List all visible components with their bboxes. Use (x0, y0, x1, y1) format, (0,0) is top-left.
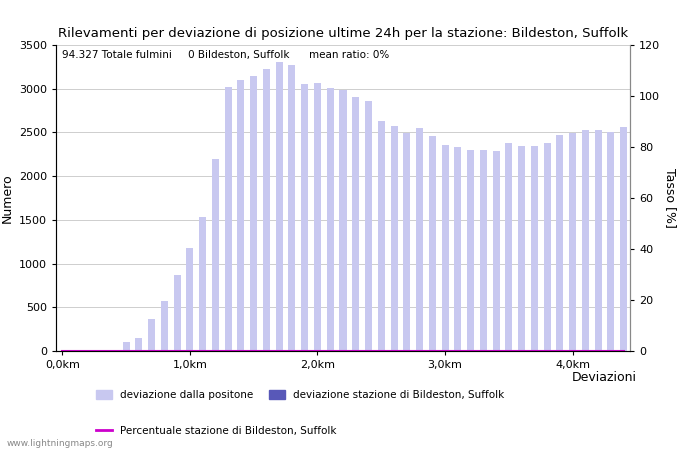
Bar (620, 127, 627, 351)
Bar (340, 90, 346, 351)
Bar (518, 145, 525, 351)
Bar (161, 301, 168, 351)
Bar (594, 130, 601, 351)
Bar (288, 65, 295, 351)
Bar (403, 133, 410, 351)
Bar (544, 143, 551, 351)
Legend: deviazione dalla positone, deviazione stazione di Bildeston, Suffolk: deviazione dalla positone, deviazione st… (96, 390, 504, 400)
Text: www.lightningmaps.org: www.lightningmaps.org (7, 439, 113, 448)
Text: 94.327 Totale fulmini     0 Bildeston, Suffolk      mean ratio: 0%: 94.327 Totale fulmini 0 Bildeston, Suffo… (62, 50, 389, 59)
Bar (352, 98, 359, 351)
Bar (225, 87, 232, 351)
Bar (314, 83, 321, 351)
Bar (416, 128, 423, 351)
Bar (505, 143, 512, 351)
Bar (608, 131, 615, 351)
Bar (480, 150, 486, 351)
Bar (174, 275, 181, 351)
Bar (148, 319, 155, 351)
Y-axis label: Numero: Numero (0, 173, 13, 223)
Bar (582, 130, 589, 351)
Bar (199, 217, 206, 351)
Bar (378, 121, 385, 351)
Bar (454, 147, 461, 351)
Bar (186, 248, 193, 351)
Bar (301, 84, 308, 351)
Bar (493, 151, 500, 351)
Bar (429, 136, 436, 351)
Bar (212, 159, 219, 351)
Bar (327, 88, 334, 351)
Bar (237, 80, 244, 351)
Bar (365, 101, 372, 351)
Bar (276, 63, 283, 351)
Bar (569, 133, 576, 351)
Legend: Percentuale stazione di Bildeston, Suffolk: Percentuale stazione di Bildeston, Suffo… (96, 426, 337, 436)
Bar (263, 68, 270, 351)
Title: Rilevamenti per deviazione di posizione ultime 24h per la stazione: Bildeston, S: Rilevamenti per deviazione di posizione … (58, 27, 628, 40)
Text: Deviazioni: Deviazioni (572, 371, 637, 384)
Bar (391, 126, 398, 351)
Bar (250, 76, 257, 351)
Bar (531, 145, 538, 351)
Bar (467, 150, 474, 351)
Bar (135, 338, 142, 351)
Bar (556, 135, 564, 351)
Bar (122, 342, 130, 351)
Y-axis label: Tasso [%]: Tasso [%] (664, 168, 677, 228)
Bar (442, 144, 449, 351)
